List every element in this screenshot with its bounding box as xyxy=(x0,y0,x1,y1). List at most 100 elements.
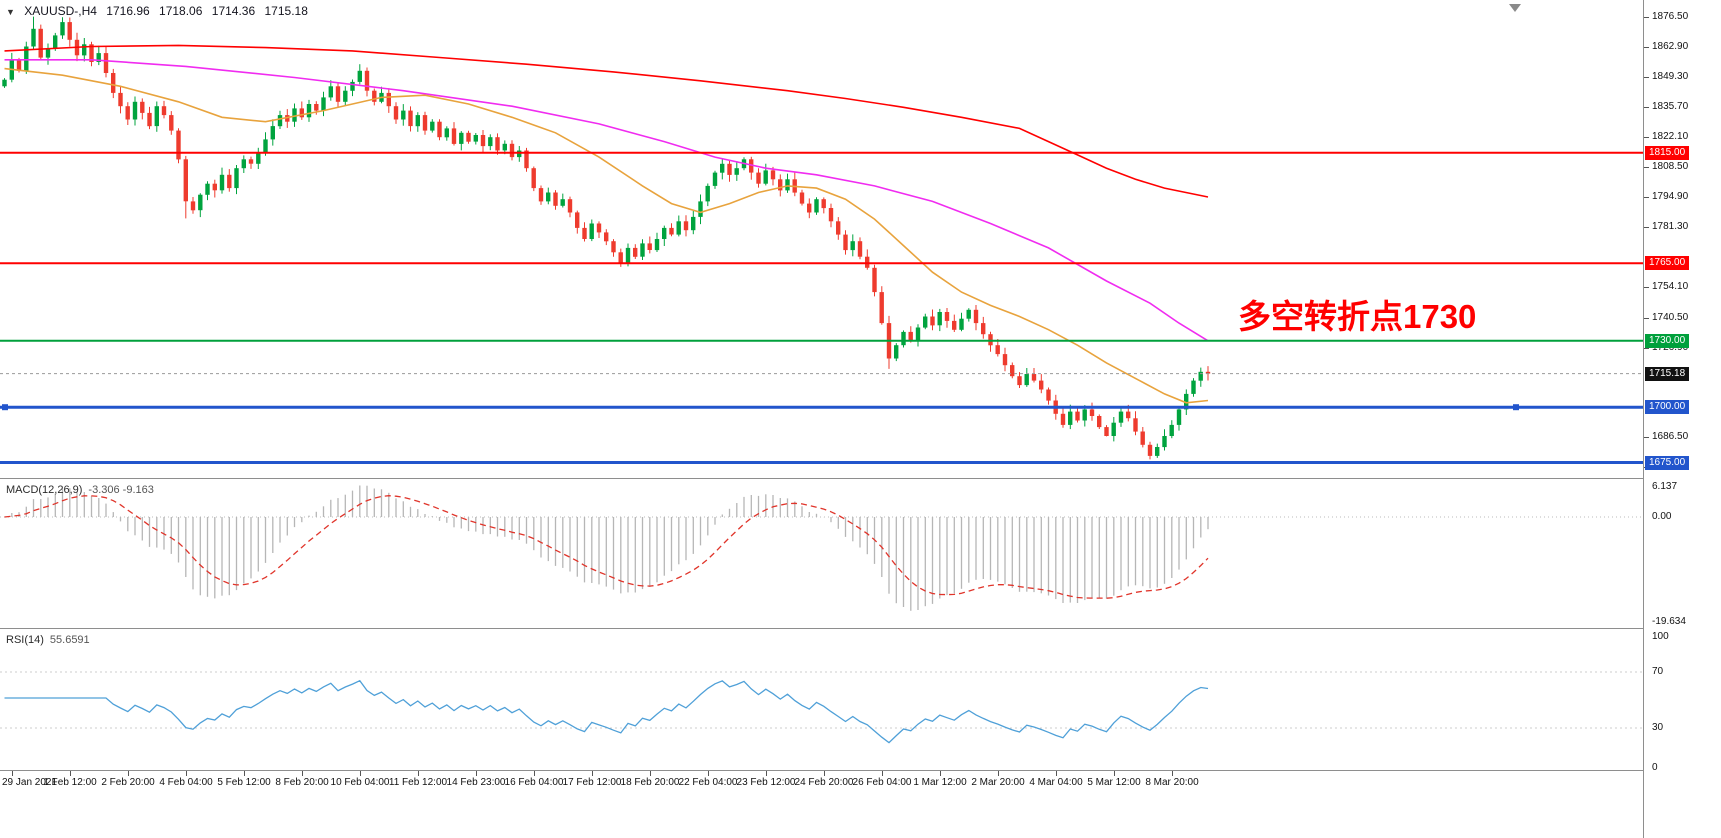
time-tick-mark xyxy=(302,771,303,776)
one-click-trading-toggle[interactable]: ▼ xyxy=(6,7,15,17)
time-axis-label: 2 Feb 20:00 xyxy=(101,777,155,788)
price-chart[interactable]: ▼ XAUUSD-,H4 1716.96 1718.06 1714.36 171… xyxy=(0,0,1643,478)
candle-body xyxy=(1140,431,1145,445)
macd-title: MACD(12,26,9) xyxy=(6,484,83,496)
candle-body xyxy=(1155,447,1160,456)
candle-body xyxy=(894,345,899,359)
candle-body xyxy=(1198,371,1203,381)
time-tick-mark xyxy=(70,771,71,776)
hline-price-label: 1815.00 xyxy=(1645,146,1690,160)
macd-canvas xyxy=(0,485,1643,611)
price-tick-mark xyxy=(1644,137,1649,138)
line-handle[interactable] xyxy=(1513,404,1519,411)
chart-shift-marker-icon[interactable] xyxy=(1509,4,1521,12)
candle-body xyxy=(531,168,536,189)
candle-body xyxy=(190,201,196,211)
rsi-indicator-label: RSI(14) 55.6591 xyxy=(6,634,90,646)
price-axis[interactable]: 1876.50 1862.90 1849.30 1835.70 1822.10 1808.… xyxy=(1643,0,1721,838)
candle-body xyxy=(915,327,921,341)
candle-body xyxy=(1068,411,1073,425)
candle-body xyxy=(314,104,319,111)
candle-body xyxy=(285,115,290,122)
time-axis-label: 29 Jan 2021 xyxy=(2,777,58,788)
close-value: 1715.18 xyxy=(264,4,308,18)
candle-body xyxy=(169,115,174,131)
panel-divider[interactable] xyxy=(0,478,1721,479)
time-tick-mark xyxy=(708,771,709,776)
line-handle[interactable] xyxy=(2,404,8,411)
time-axis-label: 26 Feb 04:00 xyxy=(852,777,912,788)
time-axis[interactable]: 29 Jan 2021 1 Feb 12:00 2 Feb 20:00 4 Feb 0… xyxy=(0,771,1643,801)
open-value: 1716.96 xyxy=(106,4,150,18)
price-tick-mark xyxy=(1644,227,1649,228)
time-tick-mark xyxy=(12,771,13,776)
candle-body xyxy=(1126,411,1131,419)
price-tick-mark xyxy=(1644,197,1649,198)
hline-price-label: 1765.00 xyxy=(1645,256,1690,270)
candle-body xyxy=(321,97,326,111)
candle-body xyxy=(807,203,812,213)
price-tick-mark xyxy=(1644,287,1649,288)
time-tick-mark xyxy=(1056,771,1057,776)
candle-body xyxy=(219,174,225,191)
candle-body xyxy=(683,221,689,231)
candle-body xyxy=(154,106,159,127)
price-tick-mark xyxy=(1644,107,1649,108)
price-tick-label: 1822.10 xyxy=(1652,131,1689,142)
candle-body xyxy=(147,112,152,127)
low-value: 1714.36 xyxy=(211,4,256,18)
rsi-axis-label: 70 xyxy=(1652,666,1664,677)
candle-body xyxy=(415,115,420,127)
rsi-line xyxy=(4,679,1209,744)
candle-body xyxy=(335,86,341,102)
candle-body xyxy=(930,316,935,326)
candle-body xyxy=(502,143,507,151)
candle-body xyxy=(183,159,188,202)
price-tick-label: 1862.90 xyxy=(1652,41,1689,52)
time-axis-label: 2 Mar 20:00 xyxy=(971,777,1025,788)
candle-body xyxy=(67,22,72,40)
time-tick-mark xyxy=(534,771,535,776)
time-axis-label: 5 Mar 12:00 xyxy=(1087,777,1141,788)
price-tick-label: 1740.50 xyxy=(1652,312,1689,323)
ma-fast-orange xyxy=(4,67,1209,404)
candle-body xyxy=(1205,371,1211,374)
candle-body xyxy=(712,172,718,186)
candle-body xyxy=(263,139,268,153)
candle-body xyxy=(292,108,297,122)
candle-body xyxy=(669,227,674,235)
candle-body xyxy=(45,48,51,58)
time-axis-label: 24 Feb 20:00 xyxy=(794,777,854,788)
price-tick-mark xyxy=(1644,77,1649,78)
candle-body xyxy=(401,110,406,120)
ma-slow-red xyxy=(4,44,1209,198)
candle-body xyxy=(96,53,101,62)
candle-body xyxy=(589,223,594,239)
high-value: 1718.06 xyxy=(159,4,203,18)
rsi-value: 55.6591 xyxy=(49,634,90,646)
candle-body xyxy=(198,194,203,211)
time-axis-label: 1 Feb 12:00 xyxy=(43,777,97,788)
candle-body xyxy=(821,199,826,209)
candle-body xyxy=(473,135,478,142)
candle-body xyxy=(582,227,587,239)
macd-panel[interactable]: MACD(12,26,9) -3.306 -9.163 xyxy=(0,480,1643,628)
hline-price-label: 1675.00 xyxy=(1645,456,1690,470)
candle-body xyxy=(140,101,145,113)
time-tick-mark xyxy=(128,771,129,776)
candle-body xyxy=(161,106,167,116)
candle-body xyxy=(227,174,232,189)
candle-body xyxy=(517,150,522,158)
candle-body xyxy=(495,137,500,151)
panel-divider[interactable] xyxy=(0,770,1721,771)
candle-body xyxy=(879,292,884,324)
time-axis-label: 8 Feb 20:00 xyxy=(275,777,329,788)
candle-body xyxy=(923,316,928,328)
price-tick-label: 1808.50 xyxy=(1652,161,1689,172)
rsi-panel[interactable]: RSI(14) 55.6591 xyxy=(0,630,1643,770)
candle-body xyxy=(357,70,362,82)
candle-body xyxy=(814,199,819,213)
panel-divider[interactable] xyxy=(0,628,1721,629)
chart-annotation-text[interactable]: 多空转折点1730 xyxy=(1238,298,1477,335)
